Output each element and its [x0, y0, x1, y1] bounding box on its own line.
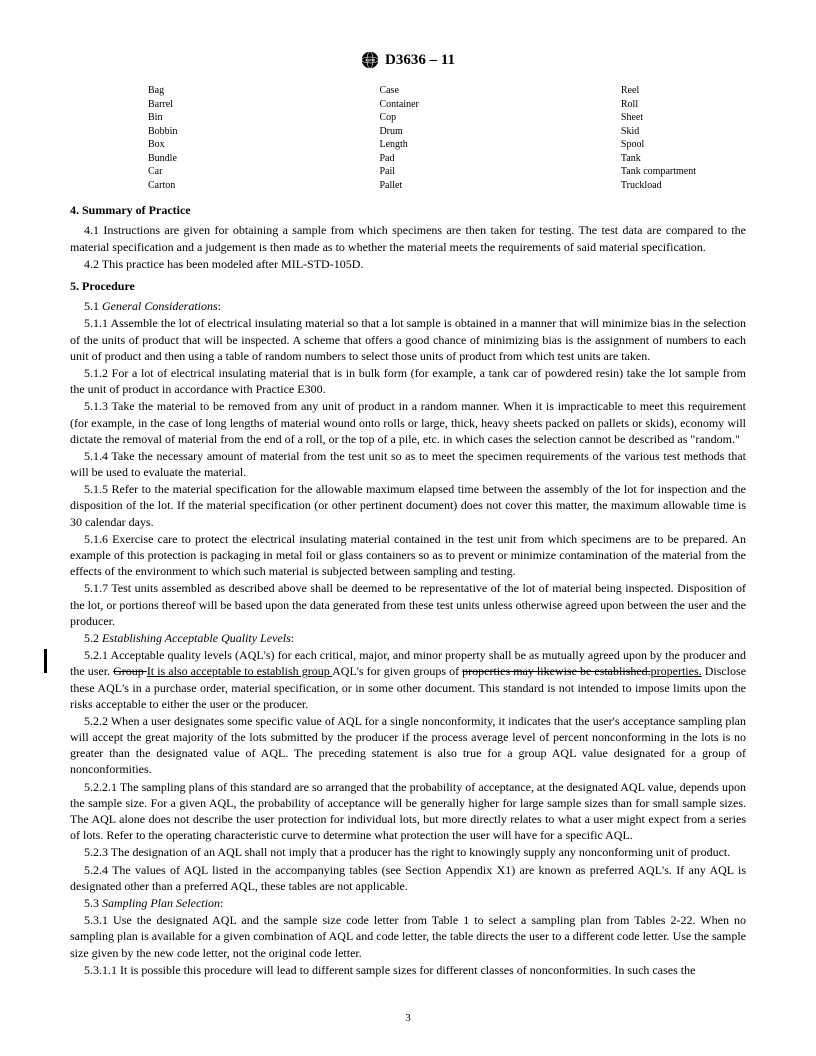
page-number: 3 — [0, 1011, 816, 1026]
terms-col-2: Case Container Cop Drum Length Pad Pail … — [379, 84, 418, 192]
deleted-text: properties may likewise be established. — [462, 664, 650, 678]
para-5-3-1: 5.3.1 Use the designated AQL and the sam… — [70, 912, 746, 961]
para-5-3-1-1: 5.3.1.1 It is possible this procedure wi… — [70, 962, 746, 978]
terms-table: Bag Barrel Bin Bobbin Box Bundle Car Car… — [70, 84, 746, 192]
term: Reel — [621, 84, 696, 98]
term: Truckload — [621, 179, 696, 193]
term: Barrel — [148, 98, 177, 112]
term: Bobbin — [148, 125, 177, 139]
deleted-text: Group — [113, 664, 147, 678]
term: Car — [148, 165, 177, 179]
term: Length — [379, 138, 418, 152]
para-4-1: 4.1 Instructions are given for obtaining… — [70, 222, 746, 254]
term: Tank compartment — [621, 165, 696, 179]
terms-col-1: Bag Barrel Bin Bobbin Box Bundle Car Car… — [148, 84, 177, 192]
term: Pad — [379, 152, 418, 166]
term: Skid — [621, 125, 696, 139]
term: Case — [379, 84, 418, 98]
para-5-1-3: 5.1.3 Take the material to be removed fr… — [70, 398, 746, 447]
term: Box — [148, 138, 177, 152]
para-5-2-2-1: 5.2.2.1 The sampling plans of this stand… — [70, 779, 746, 844]
term: Container — [379, 98, 418, 112]
inserted-text: properties. — [651, 664, 702, 678]
section-4-heading: 4. Summary of Practice — [70, 202, 746, 218]
term: Pail — [379, 165, 418, 179]
para-4-2: 4.2 This practice has been modeled after… — [70, 256, 746, 272]
subsection-label: Establishing Acceptable Quality Levels — [102, 631, 291, 645]
para-5-1-5: 5.1.5 Refer to the material specificatio… — [70, 481, 746, 530]
para-5-2-2: 5.2.2 When a user designates some specif… — [70, 713, 746, 778]
para-5-1-7: 5.1.7 Test units assembled as described … — [70, 580, 746, 629]
para-5-2-3: 5.2.3 The designation of an AQL shall no… — [70, 844, 746, 860]
svg-text:ASTM: ASTM — [365, 59, 375, 63]
para-5-1: 5.1 General Considerations: — [70, 298, 746, 314]
para-5-1-1: 5.1.1 Assemble the lot of electrical ins… — [70, 315, 746, 364]
para-5-1-6: 5.1.6 Exercise care to protect the elect… — [70, 531, 746, 580]
term: Bundle — [148, 152, 177, 166]
section-5-heading: 5. Procedure — [70, 278, 746, 294]
para-5-2: 5.2 Establishing Acceptable Quality Leve… — [70, 630, 746, 646]
para-5-3: 5.3 Sampling Plan Selection: — [70, 895, 746, 911]
doc-designation: D3636 – 11 — [385, 50, 455, 70]
term: Bag — [148, 84, 177, 98]
term: Sheet — [621, 111, 696, 125]
doc-header: ASTM D3636 – 11 — [70, 50, 746, 70]
term: Bin — [148, 111, 177, 125]
terms-col-3: Reel Roll Sheet Skid Spool Tank Tank com… — [621, 84, 696, 192]
subsection-label: Sampling Plan Selection — [102, 896, 220, 910]
para-5-2-1: 5.2.1 Acceptable quality levels (AQL's) … — [70, 647, 746, 712]
term: Cop — [379, 111, 418, 125]
subsection-label: General Considerations — [102, 299, 218, 313]
term: Tank — [621, 152, 696, 166]
term: Pallet — [379, 179, 418, 193]
astm-logo: ASTM — [361, 51, 379, 69]
term: Carton — [148, 179, 177, 193]
para-5-2-4: 5.2.4 The values of AQL listed in the ac… — [70, 862, 746, 894]
term: Roll — [621, 98, 696, 112]
para-5-1-2: 5.1.2 For a lot of electrical insulating… — [70, 365, 746, 397]
term: Spool — [621, 138, 696, 152]
term: Drum — [379, 125, 418, 139]
para-5-1-4: 5.1.4 Take the necessary amount of mater… — [70, 448, 746, 480]
inserted-text: It is also acceptable to establish group — [147, 664, 332, 678]
